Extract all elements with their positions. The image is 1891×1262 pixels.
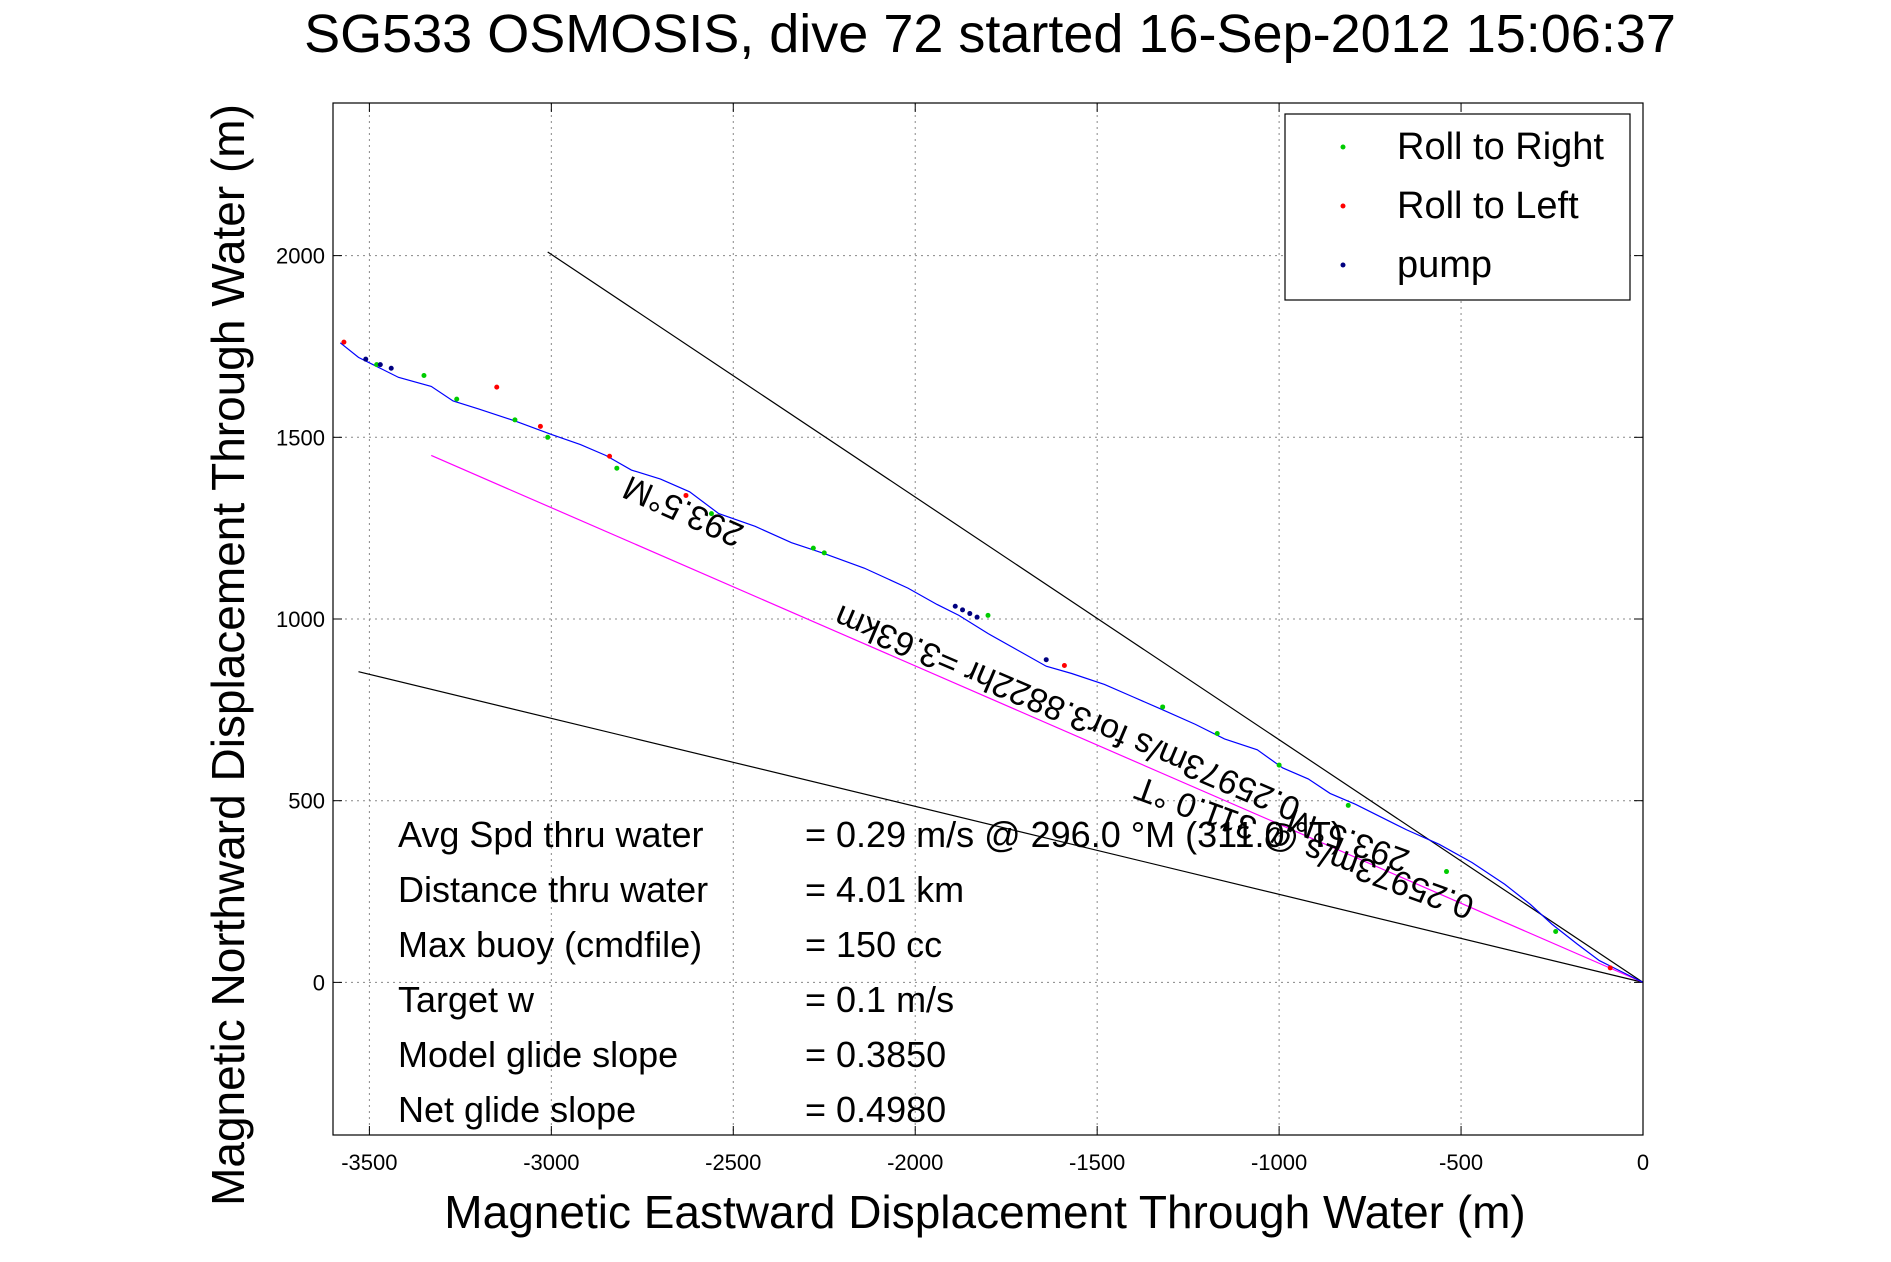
reference-line bbox=[431, 454, 1644, 983]
legend-label: pump bbox=[1397, 244, 1492, 286]
x-tick-label: -500 bbox=[1439, 1150, 1483, 1175]
roll-right-point bbox=[1160, 704, 1166, 710]
roll-left-point bbox=[537, 423, 543, 429]
stats-label: Max buoy (cmdfile) bbox=[398, 924, 702, 965]
stats-value: = 0.4980 bbox=[805, 1089, 946, 1130]
pump-point bbox=[377, 362, 383, 368]
roll-right-point bbox=[1345, 802, 1351, 808]
roll-right-point bbox=[454, 396, 460, 402]
stats-label: Net glide slope bbox=[398, 1089, 636, 1130]
reference-line bbox=[547, 251, 1644, 983]
x-tick-label: -2500 bbox=[705, 1150, 761, 1175]
pump-point bbox=[960, 607, 966, 613]
roll-right-point bbox=[512, 417, 518, 423]
roll-right-point bbox=[545, 434, 551, 440]
x-tick-label: -3500 bbox=[341, 1150, 397, 1175]
x-tick-label: -3000 bbox=[523, 1150, 579, 1175]
legend-marker bbox=[1340, 203, 1346, 209]
roll-right-point bbox=[1276, 762, 1282, 768]
stats-value: = 0.29 m/s @ 296.0 °M (311.0 °T) bbox=[805, 814, 1343, 855]
pump-point bbox=[363, 356, 369, 362]
stats-value: = 4.01 km bbox=[805, 869, 964, 910]
roll-left-point bbox=[607, 453, 613, 459]
y-tick-labels: 0 500 1000 1500 2000 bbox=[276, 244, 325, 996]
y-tick-label: 0 bbox=[313, 970, 325, 995]
legend-marker bbox=[1340, 144, 1346, 150]
stats-label: Avg Spd thru water bbox=[398, 814, 704, 855]
roll-right-point bbox=[821, 550, 827, 556]
roll-left-point bbox=[494, 384, 500, 390]
plot-area bbox=[339, 251, 1644, 983]
y-axis-label: Magnetic Northward Displacement Through … bbox=[202, 104, 254, 1206]
roll-right-point bbox=[1444, 869, 1449, 875]
pump-point bbox=[388, 365, 394, 371]
axes-frame bbox=[332, 102, 1644, 1136]
legend-marker bbox=[1340, 262, 1346, 268]
legend-label: Roll to Left bbox=[1397, 185, 1579, 227]
x-axis-label: Magnetic Eastward Displacement Through W… bbox=[444, 1186, 1525, 1238]
legend: Roll to Right Roll to Left pump bbox=[1284, 113, 1631, 301]
roll-left-point bbox=[1061, 663, 1067, 669]
pump-point bbox=[974, 614, 980, 620]
x-tick-label: -2000 bbox=[887, 1150, 943, 1175]
chart-title: SG533 OSMOSIS, dive 72 started 16-Sep-20… bbox=[304, 4, 1676, 64]
roll-left-point bbox=[341, 339, 347, 345]
stats-value: = 0.3850 bbox=[805, 1034, 946, 1075]
stats-label: Model glide slope bbox=[398, 1034, 678, 1075]
reference-line bbox=[358, 671, 1644, 983]
pump-point bbox=[1043, 657, 1049, 663]
roll-right-point bbox=[985, 612, 991, 618]
roll-right-point bbox=[614, 465, 620, 471]
roll-right-point bbox=[1214, 730, 1220, 736]
roll-left-point bbox=[1607, 965, 1613, 971]
roll-left-point bbox=[683, 492, 689, 498]
stats-label: Target w bbox=[398, 979, 535, 1020]
x-tick-label: 0 bbox=[1637, 1150, 1649, 1175]
roll-right-point bbox=[810, 545, 816, 551]
x-tick-label: -1500 bbox=[1069, 1150, 1125, 1175]
y-tick-label: 1000 bbox=[276, 607, 325, 632]
stats-block: Avg Spd thru water = 0.29 m/s @ 296.0 °M … bbox=[398, 814, 1343, 1130]
pump-point bbox=[967, 611, 973, 617]
track-line bbox=[339, 342, 1644, 983]
stats-value: = 0.1 m/s bbox=[805, 979, 954, 1020]
x-tick-labels: -3500 -3000 -2500 -2000 -1500 -1000 -500 0 bbox=[341, 1150, 1649, 1175]
y-tick-label: 500 bbox=[288, 789, 325, 814]
legend-label: Roll to Right bbox=[1397, 126, 1604, 168]
pump-point bbox=[952, 603, 958, 609]
roll-right-point bbox=[421, 373, 427, 379]
roll-right-point bbox=[1553, 929, 1559, 935]
stats-label: Distance thru water bbox=[398, 869, 708, 910]
y-tick-label: 1500 bbox=[276, 425, 325, 450]
roll-right-point bbox=[374, 362, 380, 368]
x-tick-label: -1000 bbox=[1251, 1150, 1307, 1175]
stats-value: = 150 cc bbox=[805, 924, 942, 965]
roll-right-point bbox=[708, 511, 714, 517]
y-tick-label: 2000 bbox=[276, 244, 325, 269]
